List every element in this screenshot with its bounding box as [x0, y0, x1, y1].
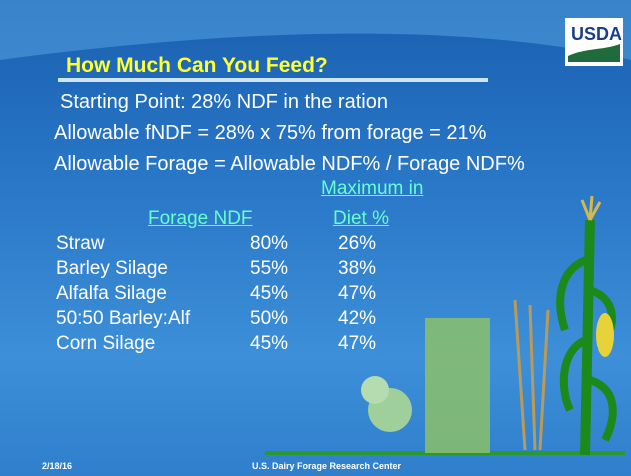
corn-stalk: [580, 219, 595, 456]
footer-center: U.S. Dairy Forage Research Center: [252, 461, 402, 471]
text-line: Allowable fNDF = 28% x 75% from forage =…: [54, 122, 487, 144]
corn-leaves: [556, 256, 617, 442]
table-cell: Alfalfa Silage: [56, 283, 167, 304]
barley: [513, 299, 550, 451]
corn-ear: [596, 313, 614, 357]
table-cell: 47%: [338, 283, 377, 304]
table-cell: 47%: [338, 333, 377, 354]
text-line: Starting Point: 28% NDF in the ration: [60, 91, 388, 113]
title: How Much Can You Feed?: [66, 54, 328, 77]
table-cell: 50:50 Barley:Alf: [56, 308, 191, 329]
table-cell: 55%: [250, 258, 289, 279]
table-cell: 80%: [250, 233, 289, 254]
table-cell: Corn Silage: [56, 333, 156, 354]
table-cell: Straw: [56, 233, 105, 254]
table-cell: Barley Silage: [56, 258, 168, 279]
table-cell: 26%: [338, 233, 377, 254]
tassel: [580, 195, 602, 221]
footer-date: 2/18/16: [42, 461, 73, 471]
column-header: Diet %: [333, 208, 389, 229]
alfalfa: [361, 376, 389, 404]
table-cell: 50%: [250, 308, 289, 329]
logo-text: USDA: [571, 24, 623, 44]
column-header: Maximum in: [321, 178, 424, 199]
grass: [425, 318, 490, 453]
text-line: Allowable Forage = Allowable NDF% / Fora…: [54, 153, 525, 175]
table-cell: 45%: [250, 333, 289, 354]
top-swoosh: [0, 0, 631, 60]
table-cell: 38%: [338, 258, 377, 279]
table-cell: 42%: [338, 308, 377, 329]
logo-field: [568, 44, 620, 62]
table-cell: 45%: [250, 283, 289, 304]
column-header: Forage NDF: [148, 208, 253, 229]
title-underline: [58, 78, 488, 82]
